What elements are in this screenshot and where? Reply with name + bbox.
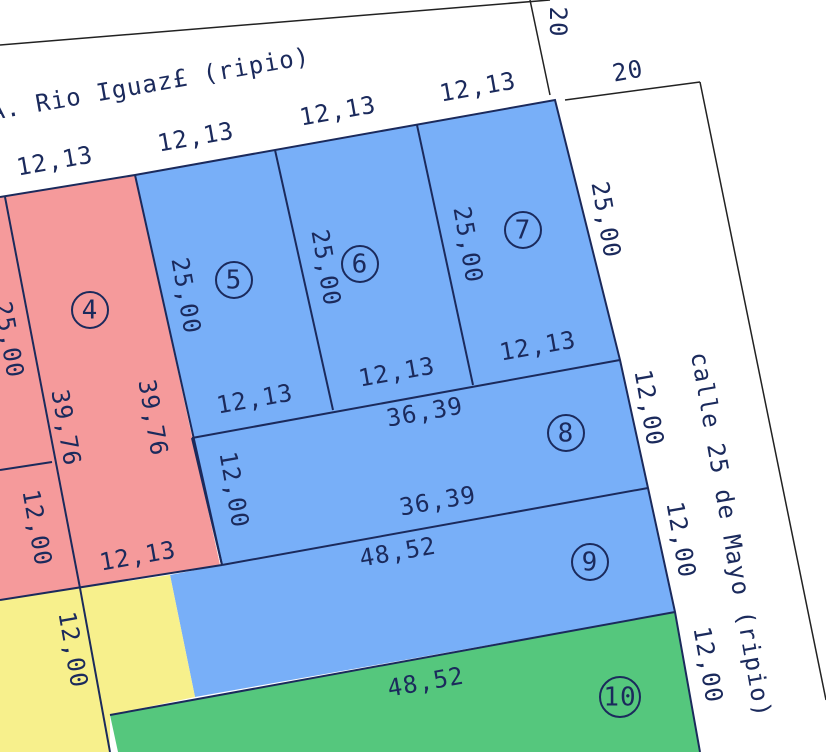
lot-number: 8 [558,419,575,449]
street-line [699,81,826,701]
measure-line [529,0,551,96]
boundary [221,487,649,566]
boundary [4,196,81,589]
lot-circle [341,245,379,283]
lot-circle [215,261,253,299]
lot-circle [571,543,609,581]
dimension: 20 [610,55,645,88]
boundary [191,359,621,439]
lot-yellow [0,575,195,752]
boundary [274,149,334,411]
lot-circle [504,211,542,249]
lot-green [110,612,700,752]
lot-number: 5 [226,266,243,296]
measure-line [564,81,701,101]
street-line [0,0,551,46]
lot-circle [599,676,641,718]
boundary [109,611,676,716]
boundary [0,461,53,471]
lot-red [0,175,220,600]
dimension: 12,13 [14,141,95,182]
lot-number: 10 [603,683,636,713]
lot-circle [547,414,585,452]
dimension: 12,00 [687,624,728,705]
boundary [0,564,223,601]
dimension: 12,13 [297,91,378,132]
boundary [79,587,111,752]
boundary [191,437,223,566]
street-label: A. Rio Iguaz£ (ripio) [0,42,312,126]
dimension: 12,00 [660,499,701,580]
lot-number: 6 [352,250,369,280]
boundary [416,124,474,386]
lot-number: 9 [582,548,599,578]
lot-number: 7 [515,216,532,246]
lot-circle [71,291,109,329]
dimension: 20 [544,7,572,38]
dimension: 12,13 [155,117,236,158]
dimension: 12,13 [437,67,518,108]
lot-number: 4 [82,296,99,326]
